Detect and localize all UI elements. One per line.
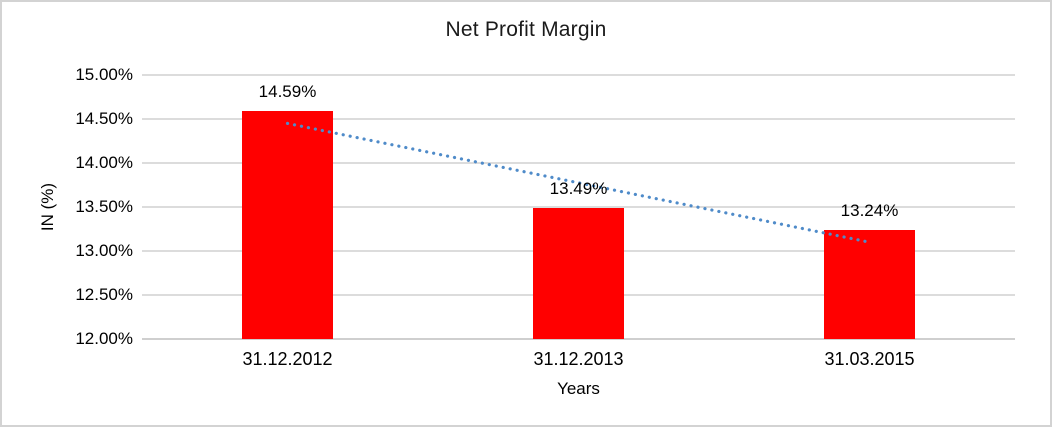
data-label: 13.24% bbox=[840, 200, 899, 220]
y-tick-label: 13.00% bbox=[75, 241, 133, 260]
x-tick-label: 31.12.2012 bbox=[242, 349, 333, 369]
y-tick-label: 12.50% bbox=[75, 285, 133, 304]
x-axis-title: Years bbox=[557, 379, 600, 398]
bar bbox=[242, 111, 333, 339]
y-tick-label: 15.00% bbox=[75, 65, 133, 84]
data-label: 13.49% bbox=[549, 178, 608, 198]
y-tick-label: 14.50% bbox=[75, 109, 133, 128]
y-tick-label: 14.00% bbox=[75, 153, 133, 172]
y-tick-label: 13.50% bbox=[75, 197, 133, 216]
y-tick-label: 12.00% bbox=[75, 329, 133, 348]
gridline bbox=[142, 74, 1015, 76]
x-tick-label: 31.12.2013 bbox=[533, 349, 624, 369]
gridline bbox=[142, 118, 1015, 120]
x-tick-label: 31.03.2015 bbox=[824, 349, 915, 369]
bar bbox=[533, 207, 624, 339]
bar bbox=[824, 229, 915, 339]
x-axis-line bbox=[142, 338, 1015, 340]
chart-title: Net Profit Margin bbox=[445, 18, 607, 41]
data-label: 14.59% bbox=[258, 82, 317, 102]
